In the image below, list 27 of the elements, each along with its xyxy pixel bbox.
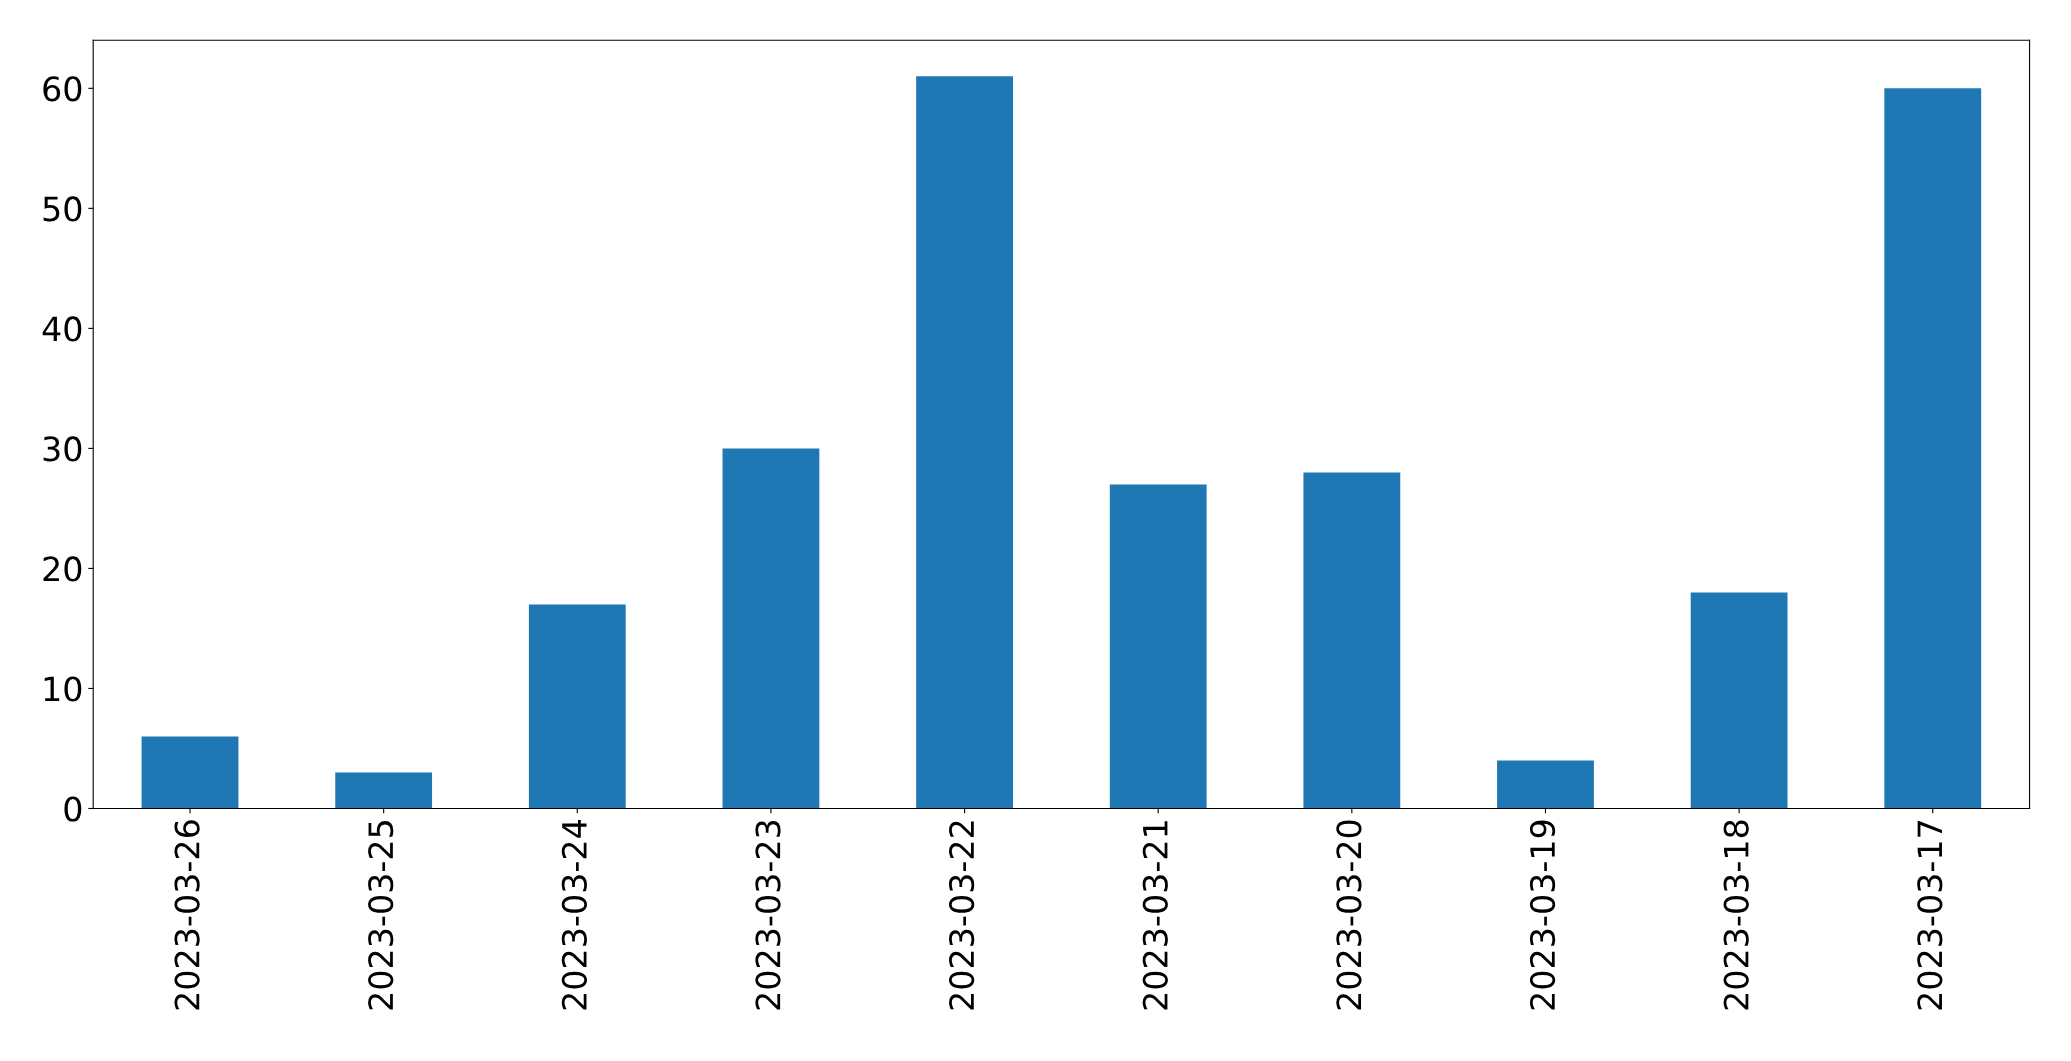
bar (1497, 760, 1594, 809)
bar (335, 772, 433, 809)
y-tick-label: 0 (64, 796, 82, 822)
x-tick-label: 2023-03-20 (1336, 820, 1362, 1010)
x-tick-label: 2023-03-17 (1917, 821, 1943, 1010)
bar (1690, 592, 1788, 809)
bar (141, 736, 239, 809)
y-tick-label: 60 (43, 76, 82, 102)
x-tick-label: 2023-03-21 (1142, 821, 1168, 1010)
bar (528, 604, 626, 809)
y-tick-label: 10 (44, 676, 82, 702)
x-tick-label: 2023-03-23 (755, 820, 781, 1010)
x-tick-label: 2023-03-19 (1529, 820, 1556, 1010)
bar (722, 448, 820, 809)
y-tick-label: 40 (42, 316, 82, 342)
bar (916, 76, 1013, 809)
bar (1303, 472, 1401, 809)
x-tick-label: 2023-03-24 (561, 820, 587, 1010)
y-tick-label: 20 (43, 556, 82, 582)
y-tick-label: 30 (43, 436, 82, 462)
y-tick-label: 50 (43, 196, 82, 222)
x-tick-label: 2023-03-26 (174, 820, 200, 1010)
bar (1884, 88, 1982, 809)
bar (1109, 484, 1207, 809)
x-tick-label: 2023-03-22 (949, 821, 975, 1010)
x-tick-label: 2023-03-18 (1723, 820, 1749, 1010)
x-tick-label: 2023-03-25 (368, 821, 394, 1010)
